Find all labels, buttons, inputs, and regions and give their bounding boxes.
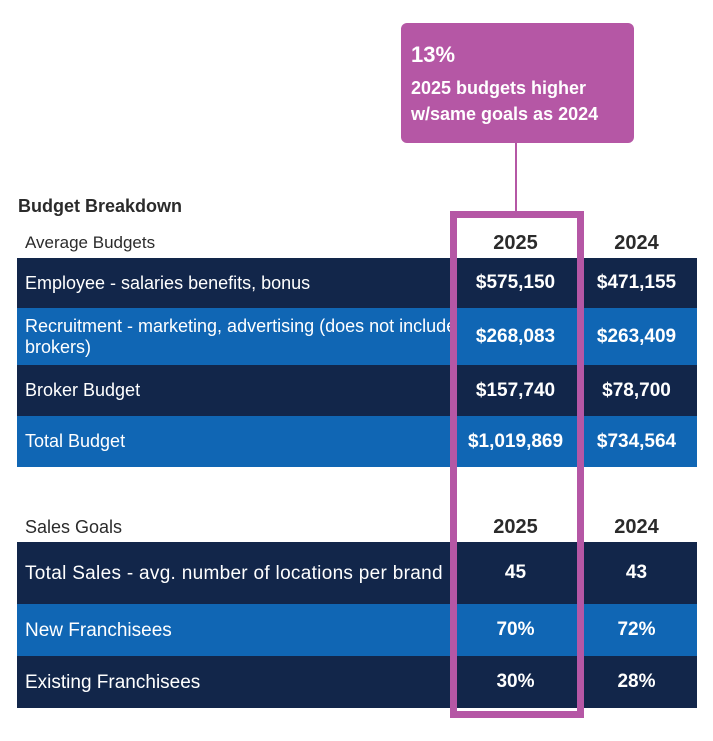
table-row: Employee - salaries benefits, bonus $575… (17, 258, 697, 308)
row-label: Total Sales - avg. number of locations p… (25, 562, 443, 584)
goals-header-2024: 2024 (614, 516, 659, 538)
value-2025: 70% (496, 619, 535, 640)
table-row: Existing Franchisees 30% 28% (17, 656, 697, 708)
value-2025: 45 (504, 562, 527, 583)
table-row: New Franchisees 70% 72% (17, 604, 697, 656)
row-label: Broker Budget (25, 380, 141, 400)
callout-percent: 13% (411, 42, 456, 67)
budget-header-2024: 2024 (614, 232, 659, 254)
callout-line-2: w/same goals as 2024 (411, 104, 599, 124)
callout-line-1: 2025 budgets higher (411, 78, 587, 98)
value-2025: $157,740 (475, 379, 556, 401)
value-2024: $471,155 (596, 272, 677, 293)
table-row: Broker Budget $157,740 $78,700 (17, 365, 697, 416)
budget-header-label: Average Budgets (25, 233, 156, 252)
row-label: New Franchisees (25, 619, 172, 641)
value-2024: 28% (617, 671, 656, 692)
value-2025: $575,150 (475, 272, 556, 293)
budget-header-2025: 2025 (493, 232, 538, 254)
value-2024: 72% (617, 619, 656, 640)
row-label: Existing Franchisees (25, 671, 201, 693)
goals-header-label: Sales Goals (25, 517, 123, 537)
value-2024: $78,700 (602, 379, 671, 401)
row-label: Total Budget (25, 431, 126, 451)
value-2025: $268,083 (475, 325, 556, 347)
table-row: Total Sales - avg. number of locations p… (17, 542, 697, 604)
value-2024: $734,564 (596, 430, 677, 452)
value-2025: 30% (496, 671, 535, 692)
value-2024: 43 (625, 562, 648, 583)
callout-note: 2025 budgets higher w/same goals as 2024 (411, 75, 634, 127)
budget-title: Budget Breakdown (18, 196, 183, 216)
value-2024: $263,409 (596, 325, 677, 347)
row-label: Recruitment - marketing, advertising (do… (25, 315, 457, 357)
value-2025: $1,019,869 (467, 430, 564, 452)
table-row: Total Budget $1,019,869 $734,564 (17, 416, 697, 467)
table-row: Recruitment - marketing, advertising (do… (17, 308, 697, 365)
callout-connector (515, 143, 517, 211)
goals-header-2025: 2025 (493, 516, 538, 538)
callout-box: 13% 2025 budgets higher w/same goals as … (401, 23, 634, 143)
row-label: Employee - salaries benefits, bonus (25, 272, 311, 293)
